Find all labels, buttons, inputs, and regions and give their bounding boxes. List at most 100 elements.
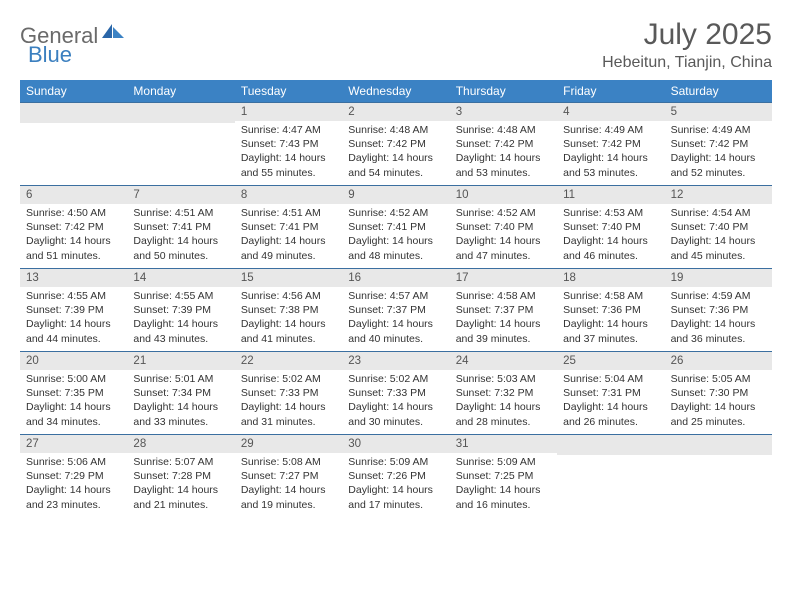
- day-info: Sunrise: 4:58 AMSunset: 7:37 PMDaylight:…: [450, 287, 557, 350]
- day-info: Sunrise: 4:49 AMSunset: 7:42 PMDaylight:…: [665, 121, 772, 184]
- day-info: Sunrise: 4:53 AMSunset: 7:40 PMDaylight:…: [557, 204, 664, 267]
- day-number: 7: [127, 186, 234, 204]
- day-info: Sunrise: 5:06 AMSunset: 7:29 PMDaylight:…: [20, 453, 127, 516]
- day-cell: 29Sunrise: 5:08 AMSunset: 7:27 PMDayligh…: [235, 435, 342, 517]
- weekday-header: SundayMondayTuesdayWednesdayThursdayFrid…: [20, 80, 772, 102]
- day-cell: 4Sunrise: 4:49 AMSunset: 7:42 PMDaylight…: [557, 103, 664, 185]
- day-number: 24: [450, 352, 557, 370]
- day-info: Sunrise: 4:51 AMSunset: 7:41 PMDaylight:…: [235, 204, 342, 267]
- day-number: 12: [665, 186, 772, 204]
- day-info: Sunrise: 5:09 AMSunset: 7:25 PMDaylight:…: [450, 453, 557, 516]
- weekday-sunday: Sunday: [20, 80, 127, 102]
- day-cell: 18Sunrise: 4:58 AMSunset: 7:36 PMDayligh…: [557, 269, 664, 351]
- day-number: 17: [450, 269, 557, 287]
- empty-cell: [557, 435, 664, 517]
- day-number: 13: [20, 269, 127, 287]
- day-info: Sunrise: 5:08 AMSunset: 7:27 PMDaylight:…: [235, 453, 342, 516]
- day-info: Sunrise: 4:55 AMSunset: 7:39 PMDaylight:…: [20, 287, 127, 350]
- day-cell: 8Sunrise: 4:51 AMSunset: 7:41 PMDaylight…: [235, 186, 342, 268]
- week-row: 13Sunrise: 4:55 AMSunset: 7:39 PMDayligh…: [20, 268, 772, 351]
- day-number: 15: [235, 269, 342, 287]
- day-number: [20, 103, 127, 123]
- day-cell: 22Sunrise: 5:02 AMSunset: 7:33 PMDayligh…: [235, 352, 342, 434]
- day-cell: 20Sunrise: 5:00 AMSunset: 7:35 PMDayligh…: [20, 352, 127, 434]
- day-info: Sunrise: 4:51 AMSunset: 7:41 PMDaylight:…: [127, 204, 234, 267]
- day-info: Sunrise: 4:54 AMSunset: 7:40 PMDaylight:…: [665, 204, 772, 267]
- week-row: 20Sunrise: 5:00 AMSunset: 7:35 PMDayligh…: [20, 351, 772, 434]
- weekday-tuesday: Tuesday: [235, 80, 342, 102]
- day-cell: 11Sunrise: 4:53 AMSunset: 7:40 PMDayligh…: [557, 186, 664, 268]
- day-number: 20: [20, 352, 127, 370]
- day-number: 31: [450, 435, 557, 453]
- weekday-friday: Friday: [557, 80, 664, 102]
- day-info: Sunrise: 4:48 AMSunset: 7:42 PMDaylight:…: [450, 121, 557, 184]
- day-info: Sunrise: 4:58 AMSunset: 7:36 PMDaylight:…: [557, 287, 664, 350]
- day-cell: 2Sunrise: 4:48 AMSunset: 7:42 PMDaylight…: [342, 103, 449, 185]
- day-info: Sunrise: 4:52 AMSunset: 7:40 PMDaylight:…: [450, 204, 557, 267]
- day-info: Sunrise: 4:52 AMSunset: 7:41 PMDaylight:…: [342, 204, 449, 267]
- day-number: 9: [342, 186, 449, 204]
- weekday-thursday: Thursday: [450, 80, 557, 102]
- location: Hebeitun, Tianjin, China: [602, 54, 772, 72]
- day-cell: 7Sunrise: 4:51 AMSunset: 7:41 PMDaylight…: [127, 186, 234, 268]
- day-cell: 31Sunrise: 5:09 AMSunset: 7:25 PMDayligh…: [450, 435, 557, 517]
- day-info: Sunrise: 4:57 AMSunset: 7:37 PMDaylight:…: [342, 287, 449, 350]
- weekday-wednesday: Wednesday: [342, 80, 449, 102]
- day-cell: 23Sunrise: 5:02 AMSunset: 7:33 PMDayligh…: [342, 352, 449, 434]
- day-number: 29: [235, 435, 342, 453]
- week-row: 27Sunrise: 5:06 AMSunset: 7:29 PMDayligh…: [20, 434, 772, 517]
- day-cell: 3Sunrise: 4:48 AMSunset: 7:42 PMDaylight…: [450, 103, 557, 185]
- day-number: 6: [20, 186, 127, 204]
- day-cell: 30Sunrise: 5:09 AMSunset: 7:26 PMDayligh…: [342, 435, 449, 517]
- day-info: Sunrise: 5:03 AMSunset: 7:32 PMDaylight:…: [450, 370, 557, 433]
- empty-cell: [665, 435, 772, 517]
- day-info: Sunrise: 5:02 AMSunset: 7:33 PMDaylight:…: [235, 370, 342, 433]
- day-cell: 15Sunrise: 4:56 AMSunset: 7:38 PMDayligh…: [235, 269, 342, 351]
- calendar: SundayMondayTuesdayWednesdayThursdayFrid…: [20, 80, 772, 517]
- logo-text-2: Blue: [28, 42, 72, 67]
- day-cell: 13Sunrise: 4:55 AMSunset: 7:39 PMDayligh…: [20, 269, 127, 351]
- day-info: Sunrise: 4:50 AMSunset: 7:42 PMDaylight:…: [20, 204, 127, 267]
- day-number: 19: [665, 269, 772, 287]
- day-cell: 24Sunrise: 5:03 AMSunset: 7:32 PMDayligh…: [450, 352, 557, 434]
- day-number: [557, 435, 664, 455]
- day-number: 30: [342, 435, 449, 453]
- day-number: 8: [235, 186, 342, 204]
- day-info: Sunrise: 5:04 AMSunset: 7:31 PMDaylight:…: [557, 370, 664, 433]
- day-number: 1: [235, 103, 342, 121]
- day-cell: 26Sunrise: 5:05 AMSunset: 7:30 PMDayligh…: [665, 352, 772, 434]
- day-cell: 28Sunrise: 5:07 AMSunset: 7:28 PMDayligh…: [127, 435, 234, 517]
- day-number: 3: [450, 103, 557, 121]
- logo-sail-icon: [102, 22, 124, 45]
- day-number: 2: [342, 103, 449, 121]
- day-cell: 19Sunrise: 4:59 AMSunset: 7:36 PMDayligh…: [665, 269, 772, 351]
- day-number: 10: [450, 186, 557, 204]
- day-cell: 17Sunrise: 4:58 AMSunset: 7:37 PMDayligh…: [450, 269, 557, 351]
- week-row: 6Sunrise: 4:50 AMSunset: 7:42 PMDaylight…: [20, 185, 772, 268]
- day-info: Sunrise: 4:56 AMSunset: 7:38 PMDaylight:…: [235, 287, 342, 350]
- day-number: 11: [557, 186, 664, 204]
- month-title: July 2025: [602, 18, 772, 52]
- day-cell: 25Sunrise: 5:04 AMSunset: 7:31 PMDayligh…: [557, 352, 664, 434]
- day-cell: 16Sunrise: 4:57 AMSunset: 7:37 PMDayligh…: [342, 269, 449, 351]
- day-info: Sunrise: 5:02 AMSunset: 7:33 PMDaylight:…: [342, 370, 449, 433]
- day-info: Sunrise: 5:00 AMSunset: 7:35 PMDaylight:…: [20, 370, 127, 433]
- day-info: Sunrise: 4:49 AMSunset: 7:42 PMDaylight:…: [557, 121, 664, 184]
- day-number: [665, 435, 772, 455]
- empty-cell: [127, 103, 234, 185]
- day-cell: 27Sunrise: 5:06 AMSunset: 7:29 PMDayligh…: [20, 435, 127, 517]
- day-number: 22: [235, 352, 342, 370]
- weekday-saturday: Saturday: [665, 80, 772, 102]
- day-number: 28: [127, 435, 234, 453]
- day-number: 16: [342, 269, 449, 287]
- weekday-monday: Monday: [127, 80, 234, 102]
- day-info: Sunrise: 4:59 AMSunset: 7:36 PMDaylight:…: [665, 287, 772, 350]
- day-info: Sunrise: 5:05 AMSunset: 7:30 PMDaylight:…: [665, 370, 772, 433]
- day-number: 5: [665, 103, 772, 121]
- day-number: 21: [127, 352, 234, 370]
- day-number: 18: [557, 269, 664, 287]
- week-row: 1Sunrise: 4:47 AMSunset: 7:43 PMDaylight…: [20, 102, 772, 185]
- day-cell: 12Sunrise: 4:54 AMSunset: 7:40 PMDayligh…: [665, 186, 772, 268]
- day-number: 25: [557, 352, 664, 370]
- day-number: 14: [127, 269, 234, 287]
